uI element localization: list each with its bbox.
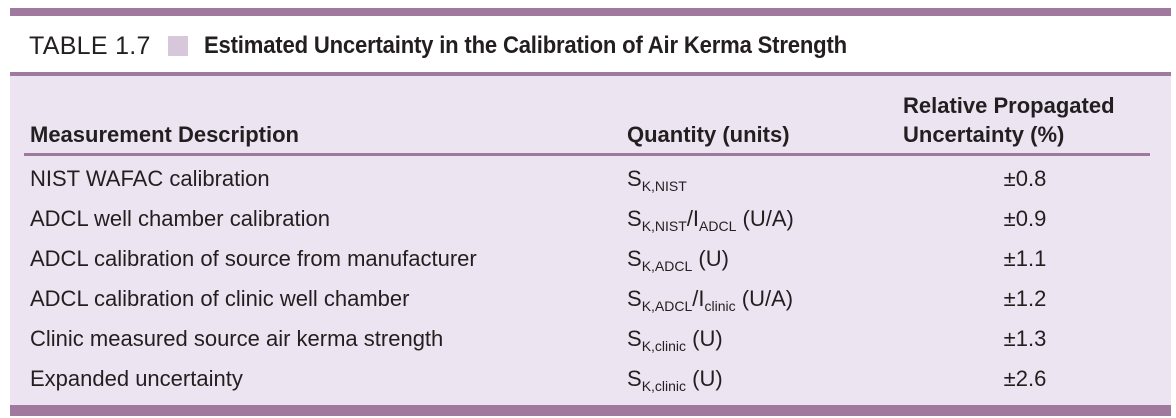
quantity-symbol: S [627, 206, 642, 231]
table-caption: TABLE 1.7 Estimated Uncertainty in the C… [29, 28, 903, 64]
top-rule [10, 8, 1171, 16]
quantity-subscript: K,clinic [641, 338, 687, 354]
quantity-symbol: S [627, 166, 642, 191]
cell-quantity: SK,NIST/IADCL (U/A) [627, 205, 794, 235]
table-row: ADCL well chamber calibration SK,NIST/IA… [0, 199, 1176, 239]
table-body-background [10, 72, 1171, 410]
cell-quantity: SK,clinic (U) [627, 365, 723, 395]
header-rule [24, 153, 1150, 156]
cell-uncertainty: ±0.9 [1003, 206, 1047, 231]
header-uncertainty: Relative Propagated Uncertainty (%) [903, 91, 1115, 149]
quantity-symbol: S [627, 286, 642, 311]
cell-quantity: SK,clinic (U) [627, 325, 723, 355]
cell-quantity: SK,ADCL (U) [627, 245, 729, 275]
header-description: Measurement Description [30, 122, 299, 147]
cell-uncertainty: ±0.8 [1003, 166, 1047, 191]
quantity-subscript: K,ADCL [641, 258, 693, 274]
table-row: NIST WAFAC calibration SK,NIST ±0.8 [0, 159, 1176, 199]
quantity-symbol: S [627, 326, 642, 351]
quantity-symbol-2: /I [686, 206, 700, 231]
bottom-rule [10, 405, 1171, 416]
table-row: ADCL calibration of clinic well chamber … [0, 279, 1176, 319]
table-row: Clinic measured source air kerma strengt… [0, 319, 1176, 359]
quantity-units: (U) [686, 366, 723, 391]
cell-description: Expanded uncertainty [30, 366, 243, 391]
cell-uncertainty: ±1.2 [1003, 286, 1047, 311]
header-quantity: Quantity (units) [627, 122, 790, 147]
cell-description: ADCL calibration of source from manufact… [30, 246, 477, 271]
cell-description: ADCL calibration of clinic well chamber [30, 286, 410, 311]
quantity-symbol-2: /I [692, 286, 705, 311]
cell-description: ADCL well chamber calibration [30, 206, 330, 231]
quantity-symbol: S [627, 366, 642, 391]
header-uncertainty-line1: Relative Propagated [903, 93, 1115, 118]
quantity-symbol: S [627, 246, 642, 271]
header-uncertainty-line2: Uncertainty (%) [903, 122, 1065, 147]
cell-description: NIST WAFAC calibration [30, 166, 270, 191]
quantity-units: (U/A) [736, 206, 794, 231]
table-title: Estimated Uncertainty in the Calibration… [203, 32, 847, 59]
table-row: Expanded uncertainty SK,clinic (U) ±2.6 [0, 359, 1176, 399]
quantity-subscript: K,clinic [641, 378, 687, 394]
cell-description: Clinic measured source air kerma strengt… [30, 326, 444, 351]
quantity-subscript: K,NIST [641, 218, 687, 234]
quantity-units: (U/A) [735, 286, 794, 311]
table-number: TABLE 1.7 [29, 31, 151, 60]
quantity-subscript-2: clinic [704, 298, 736, 314]
quantity-subscript: K,NIST [641, 178, 687, 194]
quantity-units: (U) [686, 326, 723, 351]
cell-uncertainty: ±1.1 [1003, 246, 1047, 271]
cell-uncertainty: ±2.6 [1003, 366, 1047, 391]
table-row: ADCL calibration of source from manufact… [0, 239, 1176, 279]
quantity-units: (U) [692, 246, 729, 271]
cell-quantity: SK,ADCL/Iclinic (U/A) [627, 285, 793, 315]
quantity-subscript: K,ADCL [641, 298, 693, 314]
cell-uncertainty: ±1.3 [1003, 326, 1047, 351]
cell-quantity: SK,NIST [627, 165, 687, 195]
square-icon [167, 36, 188, 56]
quantity-subscript-2: ADCL [699, 218, 737, 234]
